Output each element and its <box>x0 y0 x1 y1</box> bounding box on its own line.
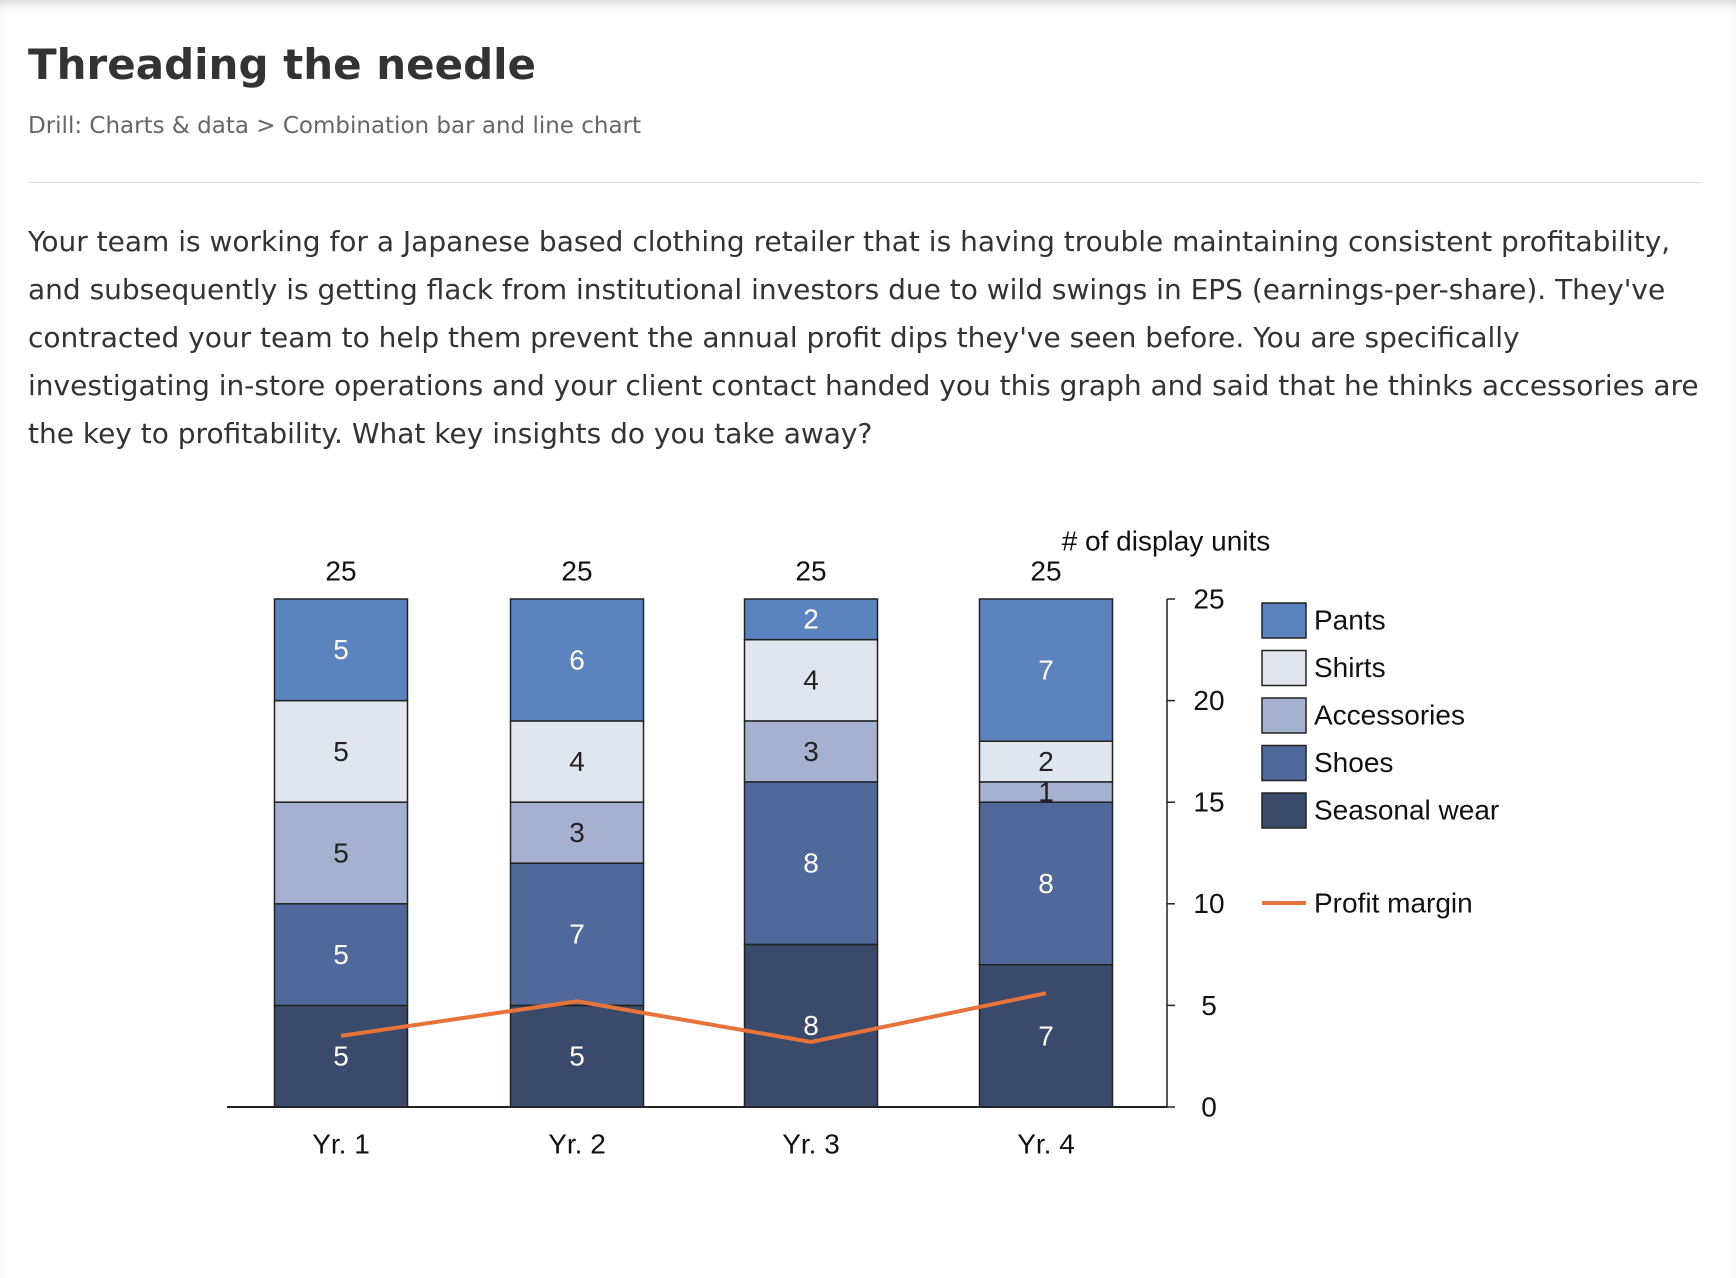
legend-swatch <box>1261 697 1307 734</box>
data-label: 7 <box>1038 1020 1054 1051</box>
prompt-text: Your team is working for a Japanese base… <box>28 225 1699 450</box>
legend-label: Seasonal wear <box>1314 794 1499 825</box>
data-label: 8 <box>1038 868 1054 899</box>
y-tick-label: 25 <box>1193 583 1224 614</box>
breadcrumb[interactable]: Drill: Charts & data > Combination bar a… <box>28 113 642 139</box>
bar-segment <box>978 740 1114 783</box>
data-label: 5 <box>333 837 349 868</box>
x-tick-label: Yr. 3 <box>782 1128 840 1159</box>
legend-label: Shirts <box>1314 652 1386 683</box>
bar-segment <box>743 638 879 722</box>
total-label: 25 <box>561 555 592 586</box>
legend-swatch <box>1261 744 1307 782</box>
y-tick-label: 20 <box>1193 685 1224 716</box>
total-label: 25 <box>795 555 826 586</box>
legend-label: Accessories <box>1314 699 1465 730</box>
line-series <box>340 991 1047 1045</box>
data-label: 4 <box>569 746 585 777</box>
data-label: 8 <box>803 848 819 879</box>
data-label: 6 <box>569 644 585 675</box>
x-tick-label: Yr. 4 <box>1017 1128 1075 1159</box>
legend-label: Pants <box>1314 604 1386 635</box>
bar-segment <box>978 598 1114 742</box>
total-label: 25 <box>1030 555 1061 586</box>
bar-segment <box>509 862 645 1007</box>
data-label: 4 <box>803 665 819 696</box>
data-label: 3 <box>803 736 819 767</box>
x-tick-label: Yr. 2 <box>548 1128 606 1159</box>
data-label: 5 <box>333 736 349 767</box>
data-label: 7 <box>1038 655 1054 686</box>
bar-segment <box>978 801 1114 966</box>
bar-segment <box>509 801 645 864</box>
bar-segment <box>978 964 1114 1108</box>
data-label: 5 <box>333 1041 349 1072</box>
data-label: 1 <box>1038 776 1054 807</box>
bar-segment <box>743 943 879 1108</box>
data-label: 2 <box>803 604 819 635</box>
bar-segment <box>743 781 879 946</box>
y-tick-label: 15 <box>1193 787 1224 818</box>
data-label: 3 <box>569 817 585 848</box>
bar-segment <box>509 1004 645 1108</box>
x-tick-label: Yr. 1 <box>312 1128 370 1159</box>
data-label: 5 <box>333 634 349 665</box>
bar-segment <box>509 598 645 722</box>
legend-swatch <box>1261 649 1307 687</box>
divider <box>28 182 1701 183</box>
bar-segment <box>273 699 409 803</box>
data-label: 2 <box>1038 746 1054 777</box>
bar-segment <box>509 720 645 803</box>
data-label: 5 <box>333 939 349 970</box>
bar-segment <box>273 598 409 702</box>
y-tick-label: 0 <box>1201 1091 1217 1122</box>
bar-segment <box>273 1004 409 1108</box>
legend-label: Profit margin <box>1314 887 1473 918</box>
data-label: 8 <box>803 1010 819 1041</box>
y-tick-label: 5 <box>1201 990 1217 1021</box>
total-label: 25 <box>325 555 356 586</box>
data-label: 7 <box>569 919 585 950</box>
legend-swatch <box>1261 602 1307 639</box>
legend-swatch <box>1261 792 1307 829</box>
y-axis-title: # of display units <box>1062 525 1271 556</box>
legend-label: Shoes <box>1314 747 1393 778</box>
y-tick-label: 10 <box>1193 888 1224 919</box>
page-title: Threading the needle <box>28 40 537 89</box>
data-label: 5 <box>569 1041 585 1072</box>
bar-segment <box>743 598 879 641</box>
